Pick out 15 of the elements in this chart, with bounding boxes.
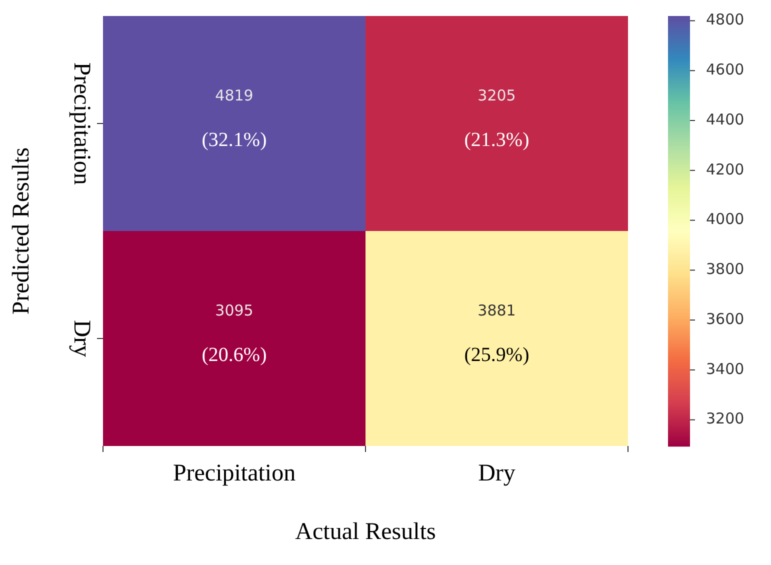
color-bar-label: 4200 bbox=[706, 160, 744, 178]
color-bar-label: 3400 bbox=[706, 360, 744, 378]
text: 3095 (20.6%) bbox=[202, 301, 267, 366]
color-bar-label: 4600 bbox=[706, 60, 744, 79]
color-bar-label: 3800 bbox=[706, 260, 744, 278]
color-bar-label: 3200 bbox=[706, 410, 744, 428]
color-bar-label: 4800 bbox=[706, 10, 744, 29]
color-bar-label: 3600 bbox=[706, 310, 744, 328]
text: 3881 (25.9%) bbox=[464, 301, 530, 366]
color-bar-label: 4000 bbox=[706, 210, 744, 228]
color-bar-label: 4400 bbox=[706, 110, 744, 128]
x-axis-title: Actual Results bbox=[295, 518, 436, 545]
y-axis-title: Predicted Results bbox=[8, 147, 35, 315]
text: 3205 (21.3%) bbox=[464, 86, 530, 151]
text: 4819 (32.1%) bbox=[202, 86, 267, 151]
